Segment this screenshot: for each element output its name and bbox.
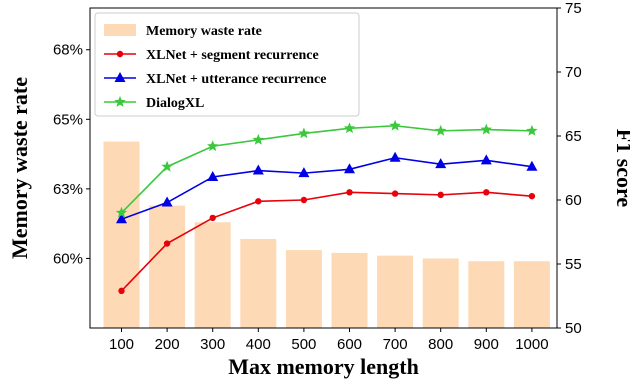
bar-memory-waste-600 bbox=[331, 252, 368, 328]
right-y-tick-label-2: 60 bbox=[565, 192, 582, 209]
x-tick-label-300: 300 bbox=[200, 336, 225, 353]
x-tick-label-400: 400 bbox=[246, 336, 271, 353]
left-y-axis-title: Memory waste rate bbox=[7, 77, 32, 259]
marker-series-2-700 bbox=[389, 151, 401, 162]
marker-series-1-500 bbox=[300, 196, 308, 204]
legend-marker-2 bbox=[116, 50, 124, 58]
marker-series-2-800 bbox=[435, 158, 447, 169]
x-tick-label-500: 500 bbox=[291, 336, 316, 353]
left-y-tick-label-3: 68% bbox=[53, 42, 83, 59]
marker-series-2-100 bbox=[116, 213, 127, 224]
legend-swatch-1 bbox=[104, 24, 136, 36]
legend-marker-3 bbox=[114, 72, 126, 82]
marker-series-3-200 bbox=[161, 160, 173, 172]
marker-series-2-1000 bbox=[526, 160, 538, 171]
bar-memory-waste-900 bbox=[468, 261, 505, 328]
marker-series-2-500 bbox=[298, 167, 310, 178]
x-tick-label-600: 600 bbox=[337, 336, 362, 353]
legend-label-4: DialogXL bbox=[146, 96, 204, 111]
marker-series-1-1000 bbox=[528, 192, 536, 200]
x-tick-label-900: 900 bbox=[474, 336, 499, 353]
line-series-3 bbox=[120, 124, 532, 214]
marker-series-1-200 bbox=[163, 240, 171, 247]
x-axis-title: Max memory length bbox=[228, 354, 419, 379]
right-y-tick-label-0: 50 bbox=[565, 320, 582, 337]
marker-series-2-200 bbox=[161, 196, 173, 207]
bar-memory-waste-700 bbox=[377, 255, 414, 328]
marker-series-3-1000 bbox=[526, 124, 538, 136]
left-y-tick-label-0: 60% bbox=[53, 250, 83, 267]
marker-series-1-100 bbox=[118, 287, 125, 295]
plot-frame bbox=[89, 7, 558, 329]
marker-series-2-300 bbox=[207, 170, 219, 181]
legend-box bbox=[94, 12, 360, 117]
right-y-tick-label-4: 70 bbox=[565, 64, 582, 81]
x-tick-label-700: 700 bbox=[383, 336, 408, 353]
bar-memory-waste-800 bbox=[422, 258, 459, 328]
legend: Memory waste rate XLNet + segment recurre… bbox=[94, 12, 360, 117]
marker-series-3-700 bbox=[389, 119, 401, 131]
legend-label-3: XLNet + utterance recurrence bbox=[146, 72, 326, 87]
legend-marker-4 bbox=[114, 96, 126, 107]
line-series-2 bbox=[121, 156, 533, 220]
marker-series-1-800 bbox=[437, 191, 444, 199]
marker-series-3-900 bbox=[480, 123, 493, 135]
legend-label-2: XLNet + segment recurrence bbox=[146, 48, 319, 63]
marker-series-1-600 bbox=[346, 189, 353, 196]
marker-series-1-300 bbox=[209, 214, 216, 222]
marker-series-1-400 bbox=[255, 198, 262, 205]
x-tick-label-100: 100 bbox=[109, 336, 134, 353]
left-y-tick-label-1: 63% bbox=[53, 181, 83, 198]
bar-memory-waste-200 bbox=[149, 205, 186, 328]
right-y-tick-label-5: 75 bbox=[565, 0, 582, 17]
legend-label-1: Memory waste rate bbox=[146, 24, 262, 39]
right-y-axis-title: F1 score bbox=[612, 129, 630, 208]
marker-series-3-800 bbox=[434, 124, 447, 136]
left-y-tick-label-2: 65% bbox=[53, 111, 83, 128]
marker-series-3-100 bbox=[115, 206, 128, 218]
bar-memory-waste-300 bbox=[194, 222, 231, 328]
marker-series-1-900 bbox=[483, 189, 490, 196]
marker-series-2-900 bbox=[480, 154, 492, 165]
x-tick-label-200: 200 bbox=[155, 336, 180, 353]
bar-memory-waste-100 bbox=[103, 141, 140, 328]
bar-group bbox=[103, 141, 550, 328]
bar-memory-waste-500 bbox=[285, 250, 322, 328]
line-series-1 bbox=[120, 191, 532, 292]
marker-series-3-500 bbox=[298, 127, 310, 139]
bar-memory-waste-400 bbox=[240, 238, 277, 328]
bar-memory-waste-1000 bbox=[513, 261, 550, 328]
marker-series-3-300 bbox=[206, 140, 219, 152]
line-group bbox=[115, 119, 538, 295]
axes-group: 100 200 300 400 500 600 700 800 900 1000 60% 63% 65%… bbox=[53, 0, 582, 353]
right-y-tick-label-1: 55 bbox=[565, 256, 582, 273]
x-tick-label-1000: 1000 bbox=[515, 336, 548, 353]
marker-series-2-600 bbox=[344, 163, 355, 174]
marker-series-3-400 bbox=[252, 133, 265, 145]
marker-series-3-600 bbox=[343, 122, 356, 134]
marker-series-1-700 bbox=[391, 190, 399, 197]
right-y-tick-label-3: 65 bbox=[565, 128, 582, 145]
x-tick-label-800: 800 bbox=[428, 336, 453, 353]
marker-series-2-400 bbox=[252, 164, 264, 175]
